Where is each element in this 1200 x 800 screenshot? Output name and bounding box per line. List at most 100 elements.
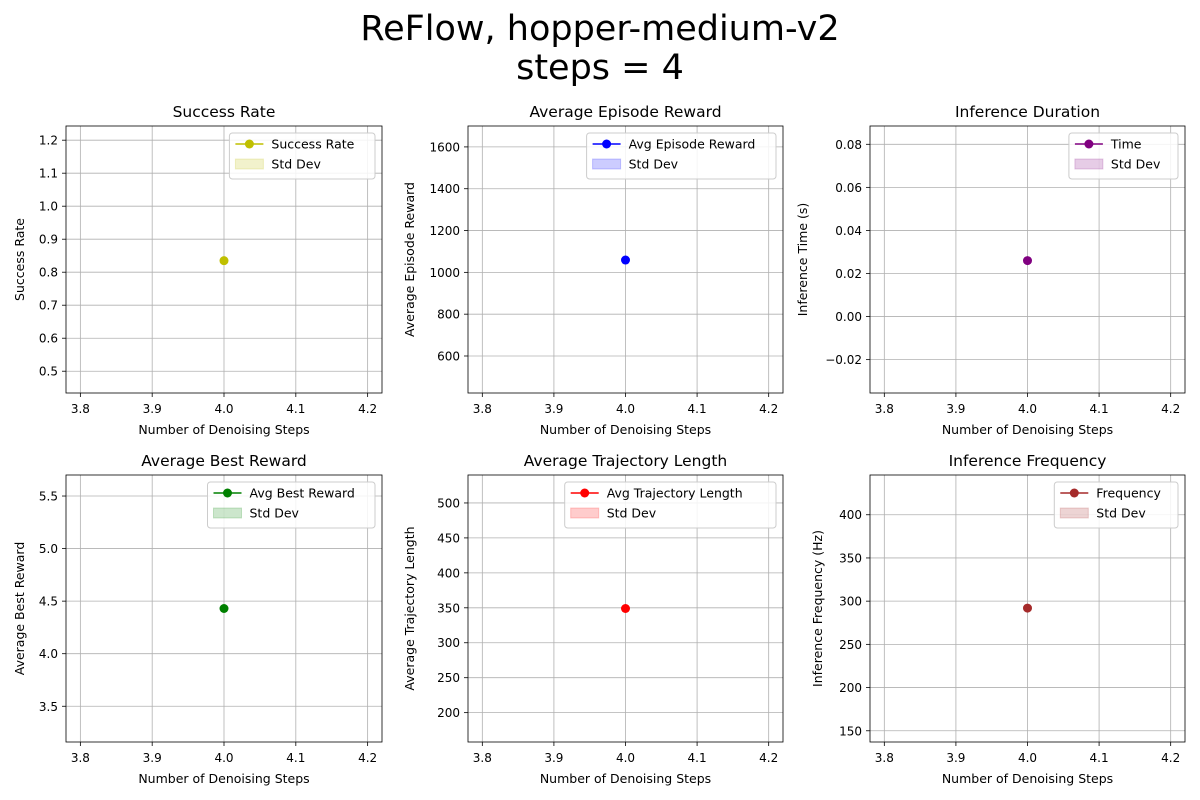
legend-label: Std Dev	[250, 506, 300, 521]
x-axis-label: Number of Denoising Steps	[540, 771, 711, 786]
y-axis-label: Inference Frequency (Hz)	[810, 530, 825, 687]
y-tick-label: 1.2	[39, 134, 58, 148]
subplot-1: 3.8 3.9 4.0 4.1 4.2 0.5 0.6 0.7 0.8 0.9 1.0 1.1 1.2 S…	[12, 103, 383, 437]
data-point	[219, 256, 229, 266]
y-tick-label: 200	[839, 681, 862, 695]
y-tick-label: 600	[437, 349, 460, 363]
y-tick-label: 450	[437, 531, 460, 545]
subplot-6: 3.8 3.9 4.0 4.1 4.2 150 200 250 300 350 400 Inferen…	[810, 452, 1186, 786]
y-tick-label: 350	[839, 551, 862, 565]
legend-label: Std Dev	[1111, 157, 1161, 172]
legend: Time Std Dev	[1068, 132, 1179, 180]
y-tick-label: 0.8	[39, 266, 58, 280]
x-tick-label: 3.9	[544, 402, 563, 416]
y-tick-label: 1000	[429, 266, 460, 280]
subplot-title: Success Rate	[173, 103, 276, 121]
y-tick-label: 4.0	[39, 647, 58, 661]
y-tick-label: 1200	[429, 224, 460, 238]
y-tick-label: 5.5	[39, 490, 58, 504]
legend-marker-swatch	[580, 488, 590, 498]
data-point	[621, 255, 630, 265]
y-tick-label: 0.5	[39, 365, 58, 379]
figure-title-line-2: steps = 4	[516, 48, 684, 88]
y-tick-label: 500	[437, 496, 460, 510]
y-tick-label: 400	[839, 508, 862, 522]
x-tick-label: 4.0	[214, 751, 233, 765]
x-axis-label: Number of Denoising Steps	[942, 771, 1113, 786]
x-tick-label: 4.0	[1018, 751, 1037, 765]
x-tick-label: 4.0	[616, 402, 635, 416]
legend-label: Success Rate	[271, 137, 354, 152]
legend-label: Std Dev	[271, 157, 321, 172]
legend-std-swatch	[213, 507, 242, 519]
x-tick-label: 3.8	[875, 402, 894, 416]
y-tick-label: 350	[437, 601, 460, 615]
y-tick-label: 0.08	[835, 138, 862, 152]
legend-label: Avg Best Reward	[250, 486, 355, 501]
y-axis-label: Average Trajectory Length	[402, 526, 417, 690]
x-tick-label: 4.1	[1090, 751, 1109, 765]
y-tick-label: 200	[437, 706, 460, 720]
legend-label: Time	[1110, 137, 1142, 152]
x-tick-label: 3.8	[473, 751, 492, 765]
x-tick-label: 4.2	[759, 402, 778, 416]
legend-marker-swatch	[244, 139, 254, 149]
y-tick-label: 300	[839, 595, 862, 609]
subplot-title: Average Episode Reward	[529, 103, 721, 121]
legend-label: Frequency	[1096, 486, 1161, 501]
legend-marker-swatch	[602, 139, 612, 149]
x-tick-label: 4.2	[1161, 751, 1180, 765]
legend-std-swatch	[234, 158, 264, 170]
y-tick-label: 0.02	[835, 267, 862, 281]
x-tick-label: 4.2	[759, 751, 778, 765]
figure-title-line-1: ReFlow, hopper-medium-v2	[360, 9, 840, 49]
subplot-title: Average Trajectory Length	[524, 452, 728, 470]
x-tick-label: 4.1	[1090, 402, 1109, 416]
subplot-3: 3.8 3.9 4.0 4.1 4.2 −0.02 0.00 0.02 0.04 0.06 0.08…	[795, 103, 1186, 437]
legend-std-swatch	[592, 158, 622, 170]
x-tick-label: 4.2	[358, 402, 377, 416]
legend: Avg Episode Reward Std Dev	[586, 132, 777, 180]
y-tick-label: −0.02	[825, 353, 862, 367]
y-tick-label: 800	[437, 308, 460, 322]
x-tick-label: 4.2	[358, 751, 377, 765]
x-tick-label: 3.8	[473, 402, 492, 416]
x-tick-label: 4.1	[286, 751, 305, 765]
legend-label: Avg Episode Reward	[629, 137, 756, 152]
y-tick-label: 0.6	[39, 332, 58, 346]
legend-frame	[207, 481, 376, 529]
y-tick-label: 150	[839, 724, 862, 738]
subplot-title: Inference Frequency	[949, 452, 1107, 470]
legend: Success Rate Std Dev	[228, 132, 376, 180]
legend-frame	[228, 132, 376, 180]
x-axis-label: Number of Denoising Steps	[540, 422, 711, 437]
legend-marker-swatch	[223, 488, 232, 498]
y-tick-label: 1600	[429, 140, 460, 154]
x-axis-label: Number of Denoising Steps	[138, 771, 309, 786]
y-tick-label: 0.06	[835, 181, 862, 195]
x-tick-label: 3.9	[544, 751, 563, 765]
x-axis-label: Number of Denoising Steps	[942, 422, 1113, 437]
legend-marker-swatch	[1084, 139, 1094, 149]
legend: Avg Trajectory Length Std Dev	[564, 481, 777, 529]
x-tick-label: 4.1	[286, 402, 305, 416]
y-tick-label: 0.7	[39, 299, 58, 313]
legend: Avg Best Reward Std Dev	[207, 481, 376, 529]
x-tick-label: 3.9	[946, 751, 965, 765]
y-tick-label: 400	[437, 566, 460, 580]
data-point	[219, 604, 229, 613]
legend-label: Avg Trajectory Length	[607, 486, 743, 501]
y-tick-label: 0.9	[39, 233, 58, 247]
legend-marker-swatch	[1069, 488, 1079, 498]
x-tick-label: 4.0	[214, 402, 233, 416]
subplot-title: Inference Duration	[955, 103, 1100, 121]
x-tick-label: 3.9	[143, 402, 162, 416]
legend-frame	[586, 132, 777, 180]
x-tick-label: 4.2	[1161, 402, 1180, 416]
x-tick-label: 3.8	[71, 402, 90, 416]
y-tick-label: 1400	[429, 182, 460, 196]
legend-label: Std Dev	[629, 157, 679, 172]
y-tick-label: 1.0	[39, 200, 58, 214]
y-axis-label: Success Rate	[12, 218, 27, 301]
